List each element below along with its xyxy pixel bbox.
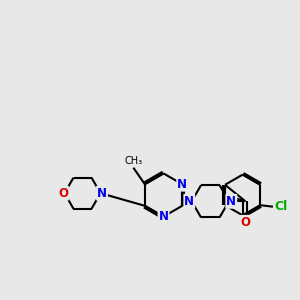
Text: N: N: [97, 187, 107, 200]
Text: N: N: [184, 195, 194, 208]
Text: O: O: [240, 216, 250, 229]
Text: N: N: [226, 195, 236, 208]
Text: CH₃: CH₃: [124, 156, 142, 166]
Text: Cl: Cl: [275, 200, 288, 213]
Text: N: N: [177, 178, 187, 191]
Text: O: O: [58, 187, 68, 200]
Text: N: N: [158, 210, 169, 223]
